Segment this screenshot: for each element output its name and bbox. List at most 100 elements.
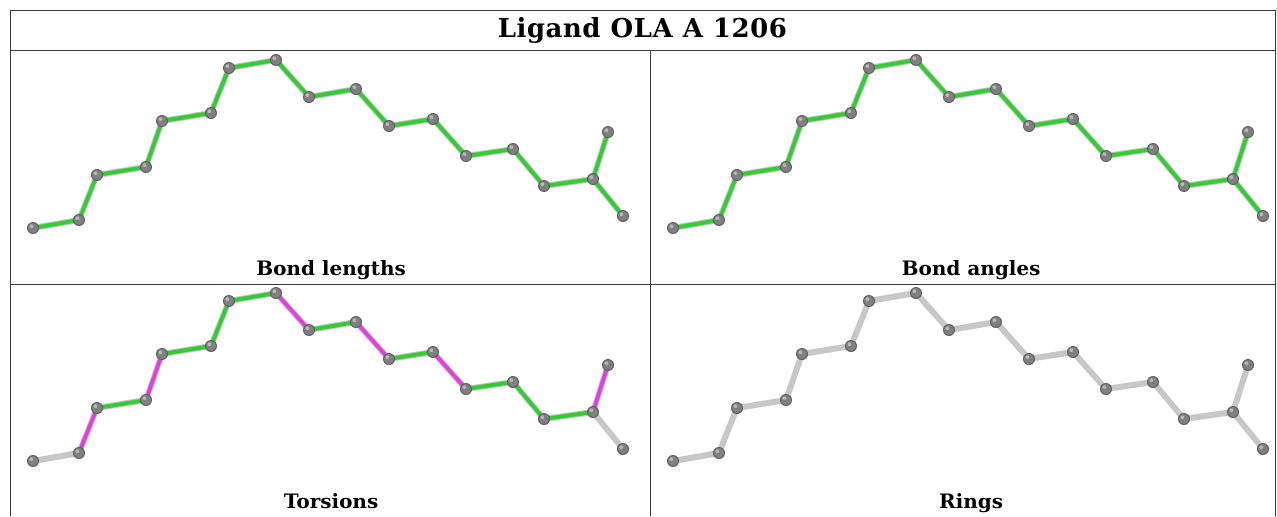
atom-highlight <box>1102 385 1107 389</box>
bond-gray <box>947 320 998 332</box>
bond-green <box>1182 177 1235 188</box>
atom <box>1067 346 1079 358</box>
panel-bond-lengths: Bond lengths <box>11 52 651 284</box>
atom-highlight <box>782 163 787 167</box>
atom-highlight <box>865 297 870 301</box>
atom-highlight <box>619 212 624 216</box>
bond-gray <box>1182 410 1235 421</box>
bond-green <box>671 218 721 230</box>
bond-green <box>464 147 515 158</box>
atom <box>602 359 614 371</box>
atom <box>270 287 282 299</box>
atom <box>303 324 315 336</box>
bond-green <box>1151 147 1186 188</box>
atom-highlight <box>272 56 277 60</box>
bond-green <box>591 177 625 218</box>
atom-highlight <box>1069 348 1074 352</box>
atom <box>1100 383 1112 395</box>
bond-gray <box>1104 380 1155 391</box>
atom <box>845 340 857 352</box>
atom-highlight <box>847 342 852 346</box>
atom-highlight <box>1180 182 1185 186</box>
atom <box>1242 126 1254 138</box>
atom-highlight <box>782 396 787 400</box>
atom-highlight <box>589 175 594 179</box>
atom-highlight <box>142 163 147 167</box>
atom <box>538 413 550 425</box>
bond-green <box>511 147 546 188</box>
bond-green <box>227 291 278 303</box>
bond-green <box>947 87 998 99</box>
atom <box>223 295 235 307</box>
atom-highlight <box>945 326 950 330</box>
atom <box>91 402 103 414</box>
bond-green <box>209 299 231 348</box>
atom <box>91 169 103 181</box>
atom-highlight <box>865 64 870 68</box>
bond-green <box>511 380 546 421</box>
atom-highlight <box>992 318 997 322</box>
atom-highlight <box>29 224 34 228</box>
atom-highlight <box>1229 408 1234 412</box>
panel-bond-angles: Bond angles <box>651 52 1277 284</box>
atom-highlight <box>509 378 514 382</box>
panel-rings: Rings <box>651 285 1277 517</box>
bond-green <box>867 58 918 70</box>
bond-green <box>77 173 99 222</box>
atom <box>1100 150 1112 162</box>
bond-green <box>914 58 951 99</box>
atom-highlight <box>158 350 163 354</box>
bond-green <box>994 87 1031 128</box>
atom-highlight <box>462 152 467 156</box>
atom-highlight <box>604 128 609 132</box>
atom <box>223 62 235 74</box>
atom-highlight <box>158 117 163 121</box>
atom <box>73 214 85 226</box>
bond-green <box>144 119 164 169</box>
bond-gray <box>671 451 721 463</box>
bond-green <box>209 66 231 115</box>
atom <box>383 120 395 132</box>
atom-highlight <box>715 449 720 453</box>
atom <box>780 161 792 173</box>
atom <box>140 161 152 173</box>
atom <box>713 447 725 459</box>
atom <box>617 210 629 222</box>
atom <box>383 353 395 365</box>
bond-green <box>160 344 213 356</box>
column-divider <box>650 51 651 516</box>
bond-gray <box>1231 363 1250 414</box>
atom <box>587 173 599 185</box>
atom <box>1242 359 1254 371</box>
bond-green <box>1231 130 1250 181</box>
atom <box>140 394 152 406</box>
atom <box>1257 443 1269 455</box>
atom-highlight <box>305 93 310 97</box>
atom-highlight <box>669 457 674 461</box>
molecule-bond-lengths <box>27 54 629 234</box>
atom <box>602 126 614 138</box>
atom <box>1067 113 1079 125</box>
bond-green <box>591 130 610 181</box>
atom-highlight <box>1102 152 1107 156</box>
figure-title: Ligand OLA A 1206 <box>497 14 788 44</box>
atom-highlight <box>992 85 997 89</box>
atom-highlight <box>462 385 467 389</box>
bond-green <box>274 58 311 99</box>
bond-green <box>387 350 435 361</box>
atom-highlight <box>589 408 594 412</box>
atom <box>990 83 1002 95</box>
bond-magenta <box>354 320 391 361</box>
atom <box>1257 210 1269 222</box>
atom-highlight <box>93 404 98 408</box>
atom-highlight <box>75 449 80 453</box>
atom-highlight <box>1244 361 1249 365</box>
bond-green <box>95 398 148 410</box>
atom-highlight <box>733 404 738 408</box>
bond-gray <box>1027 350 1075 361</box>
bond-green <box>464 380 515 391</box>
atom <box>1023 353 1035 365</box>
atom <box>460 383 472 395</box>
atom <box>713 214 725 226</box>
